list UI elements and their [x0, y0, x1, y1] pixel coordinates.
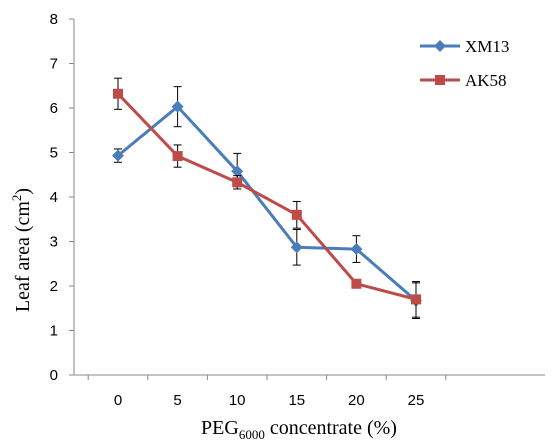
- legend: XM13 AK58: [420, 37, 509, 90]
- y-tick-label: 3: [50, 234, 58, 251]
- y-tick-label: 8: [50, 11, 58, 28]
- series-ak58: [113, 77, 421, 318]
- y-tick-label: 5: [50, 145, 58, 162]
- y-tick-label: 4: [50, 189, 58, 206]
- x-tick-label: 5: [173, 392, 181, 409]
- y-tick-label: 1: [50, 323, 58, 340]
- x-axis-ticks: 0 5 10 15 20 25: [87, 375, 447, 409]
- series-line: [117, 105, 417, 302]
- legend-label: AK58: [465, 71, 507, 90]
- y-axis-ticks: 0 1 2 3 4 5 6 7 8: [50, 11, 74, 384]
- y-axis-title: Leaf area (cm2): [9, 188, 34, 312]
- series-layer: [112, 77, 422, 319]
- series-xm13: [112, 86, 422, 319]
- data-point: [291, 209, 302, 220]
- x-axis-title-subscript: 6000: [239, 427, 265, 442]
- data-point: [113, 88, 123, 99]
- x-tick-label: 25: [408, 392, 425, 409]
- y-tick-label: 7: [50, 56, 58, 73]
- legend-item-xm13: XM13: [420, 37, 509, 56]
- y-tick-label: 2: [50, 278, 58, 295]
- data-point: [112, 149, 124, 162]
- series-line: [116, 92, 417, 301]
- x-tick-label: 20: [348, 392, 365, 409]
- data-point: [171, 100, 184, 113]
- data-point: [351, 278, 362, 289]
- legend-label: XM13: [465, 37, 509, 56]
- y-axis-title-main: Leaf area (cm: [12, 201, 34, 312]
- y-tick-label: 0: [50, 367, 58, 384]
- y-tick-label: 6: [50, 100, 58, 117]
- x-tick-label: 0: [114, 392, 122, 409]
- y-axis-title-superscript: 2: [9, 195, 24, 202]
- data-point: [172, 151, 183, 162]
- data-point: [350, 243, 363, 256]
- x-tick-label: 15: [288, 392, 305, 409]
- x-axis-title-main: PEG: [201, 417, 239, 439]
- data-point: [232, 177, 243, 188]
- data-point: [231, 165, 244, 178]
- data-point: [290, 241, 303, 254]
- legend-item-ak58: AK58: [420, 71, 507, 90]
- legend-swatch-marker: [435, 75, 445, 85]
- x-axis-title-rest: concentrate (%): [265, 417, 397, 439]
- legend-swatch-marker: [434, 40, 446, 52]
- x-axis-title: PEG6000 concentrate (%): [201, 417, 397, 442]
- x-tick-label: 10: [229, 392, 246, 409]
- data-point: [411, 294, 421, 305]
- y-axis-title-close: ): [12, 188, 34, 195]
